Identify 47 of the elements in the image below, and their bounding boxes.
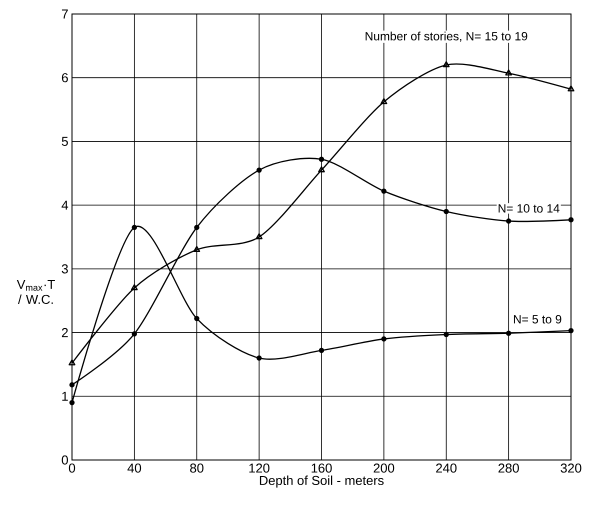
point	[568, 328, 574, 334]
point	[506, 330, 512, 336]
point	[69, 382, 75, 388]
x-tick-label: 200	[374, 464, 394, 473]
point	[318, 156, 324, 162]
point	[318, 348, 324, 354]
point	[193, 246, 200, 252]
point	[256, 233, 263, 240]
y-tick-label: 0	[62, 455, 68, 465]
y-axis-title: V$_{max}$·T / W.C.	[16, 280, 55, 304]
x-tick-label: 120	[249, 464, 270, 473]
y-tick-label: 1	[62, 392, 68, 401]
point	[444, 208, 449, 214]
point	[442, 61, 450, 68]
point	[194, 224, 200, 230]
y-tick-label: 2	[62, 328, 68, 338]
point	[132, 224, 138, 230]
y-tick-label: 5	[62, 136, 68, 146]
series-label: N= 5 to 9	[514, 315, 562, 324]
x-tick-label: 240	[436, 464, 457, 473]
point	[194, 316, 200, 322]
point	[444, 332, 449, 338]
x-tick-label: 160	[312, 464, 332, 473]
point	[381, 188, 387, 194]
point	[69, 400, 75, 406]
text: Number of stories, N= 15 to 19	[366, 32, 528, 42]
point	[380, 98, 388, 104]
x-axis-title: Depth of Soil - meters	[260, 476, 384, 488]
x-tick-label: 0	[68, 464, 76, 473]
series-label: N= 10 to 14	[498, 204, 560, 213]
point	[130, 284, 138, 290]
point	[256, 167, 262, 173]
point	[381, 336, 387, 342]
y-tick-label: 4	[62, 200, 68, 210]
point	[256, 355, 262, 361]
x-tick-label: 280	[498, 464, 519, 473]
point	[568, 217, 574, 222]
point	[132, 331, 138, 336]
x-tick-label: 320	[560, 464, 582, 473]
x-tick-label: 80	[190, 464, 204, 473]
y-tick-label: 6	[62, 73, 68, 82]
point	[505, 69, 512, 76]
point	[318, 166, 325, 172]
x-tick-label: 40	[127, 464, 142, 473]
y-tick-label: 3	[62, 264, 68, 274]
point	[506, 218, 512, 224]
y-tick-label: 7	[62, 10, 68, 18]
